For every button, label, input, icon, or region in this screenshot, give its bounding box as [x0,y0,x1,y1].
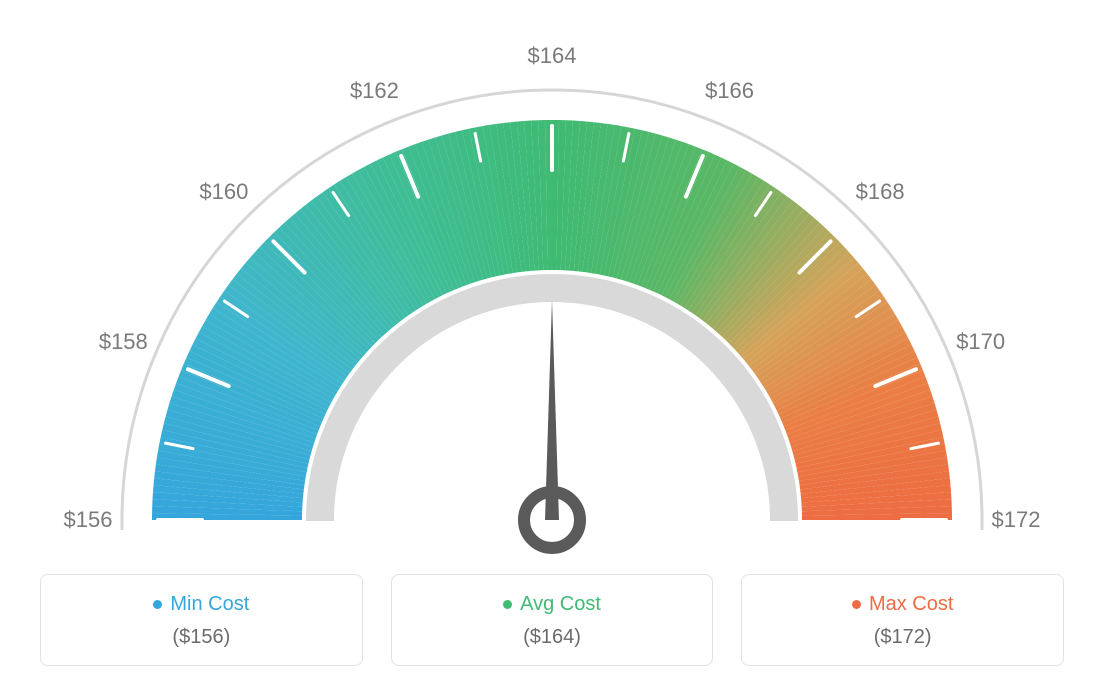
gauge-svg [0,0,1104,560]
legend-card-max: Max Cost ($172) [741,574,1064,666]
legend-label-min: Min Cost [170,593,249,616]
gauge-tick-label: $162 [350,78,399,104]
legend-row: Min Cost ($156) Avg Cost ($164) Max Cost… [40,574,1064,666]
legend-value-avg: ($164) [402,626,703,649]
gauge-tick-label: $158 [99,329,148,355]
gauge-tick-label: $168 [856,179,905,205]
legend-title-min: Min Cost [153,593,249,616]
legend-card-avg: Avg Cost ($164) [391,574,714,666]
gauge-tick-label: $170 [956,329,1005,355]
gauge-tick-label: $160 [199,179,248,205]
gauge-tick-label: $166 [705,78,754,104]
legend-label-avg: Avg Cost [520,593,601,616]
gauge-chart: $156 $158 $160 $162 $164 $166 $168 $170 $172 [0,0,1104,560]
gauge-tick-label: $164 [528,43,577,69]
legend-card-min: Min Cost ($156) [40,574,363,666]
gauge-tick-label: $172 [992,507,1041,533]
gauge-tick-label: $156 [64,507,113,533]
legend-title-avg: Avg Cost [503,593,601,616]
legend-value-max: ($172) [752,626,1053,649]
legend-value-min: ($156) [51,626,352,649]
legend-label-max: Max Cost [869,593,953,616]
legend-title-max: Max Cost [852,593,953,616]
